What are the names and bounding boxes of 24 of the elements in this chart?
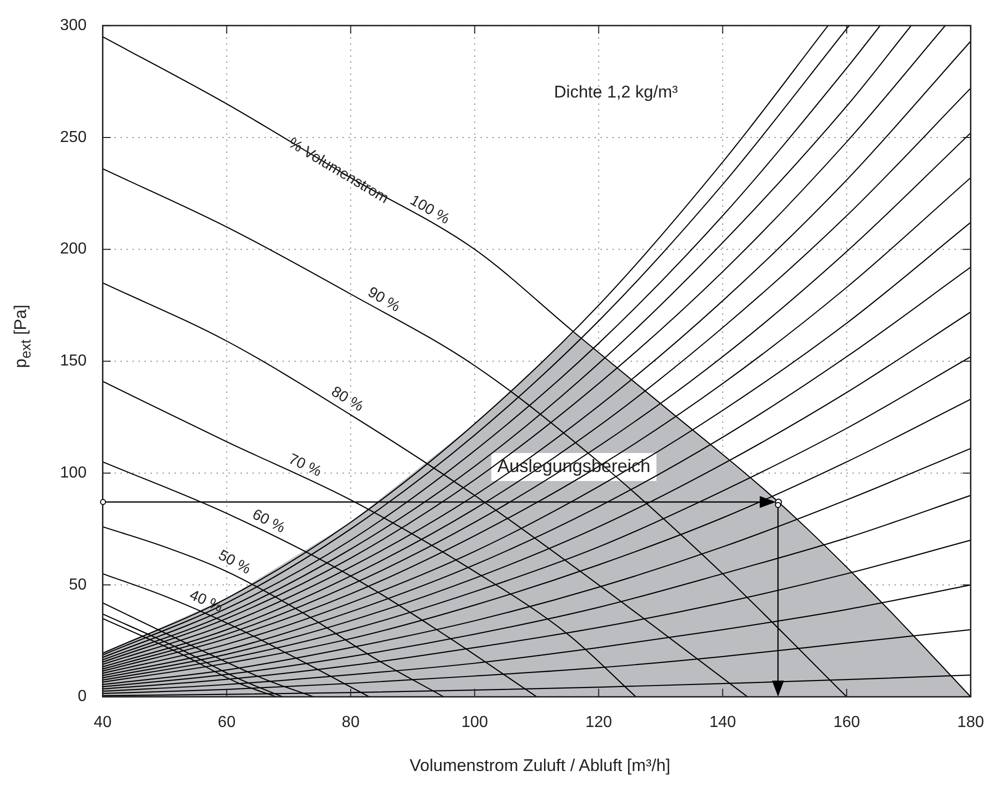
text: 90 % [364,284,403,316]
y-tick-label: 200 [60,240,87,258]
x-tick-label: 120 [585,714,612,731]
text: 100 % [407,192,452,228]
y-tick-label: 0 [78,688,87,706]
y-tick-label: 50 [68,576,87,594]
x-tick-label: 100 [461,714,488,731]
y-tick-label: 100 [60,464,87,482]
x-axis-title: Volumenstrom Zuluft / Abluft [m³/h] [408,756,672,776]
y-tick-label: 250 [60,128,87,146]
x-tick-label: 140 [709,714,736,731]
y-tick-label: 150 [60,352,87,370]
y-tick-label: 300 [60,17,87,34]
text: 80 % [328,383,366,416]
x-tick-label: 40 [94,714,112,731]
text: 40 % [186,586,226,616]
text: 50 % [215,546,254,578]
x-tick-label: 60 [218,714,236,731]
x-tick-label: 80 [342,714,360,731]
x-tick-label: 180 [957,714,984,731]
x-tick-label: 160 [833,714,860,731]
annotation: Dichte 1,2 kg/m³ [554,82,678,102]
text: 70 % [286,450,324,480]
text: 60 % [250,506,288,537]
